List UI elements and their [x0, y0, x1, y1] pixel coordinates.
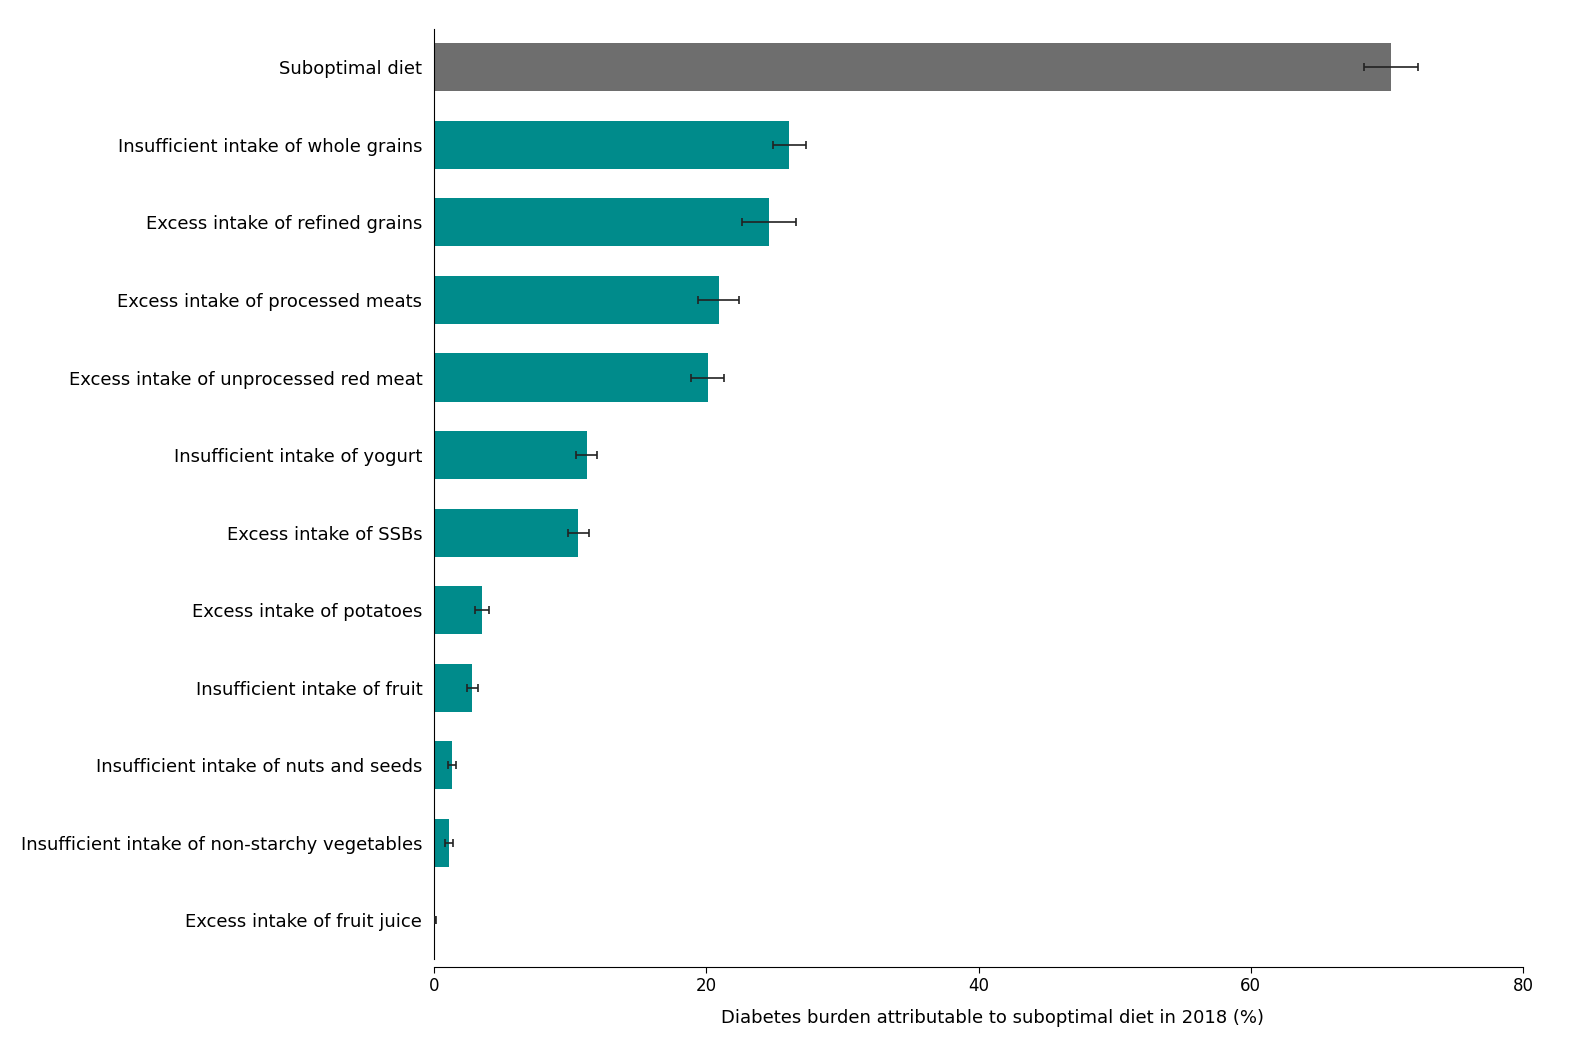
Bar — [434, 663, 473, 712]
Bar — [434, 276, 718, 324]
Bar — [434, 431, 586, 479]
Bar — [434, 43, 1390, 91]
Bar — [434, 818, 449, 867]
Bar — [434, 586, 482, 634]
Bar — [434, 198, 768, 246]
Bar — [434, 508, 578, 556]
Bar — [434, 121, 789, 169]
X-axis label: Diabetes burden attributable to suboptimal diet in 2018 (%): Diabetes burden attributable to suboptim… — [721, 1009, 1263, 1027]
Bar — [434, 741, 452, 789]
Bar — [434, 353, 707, 401]
